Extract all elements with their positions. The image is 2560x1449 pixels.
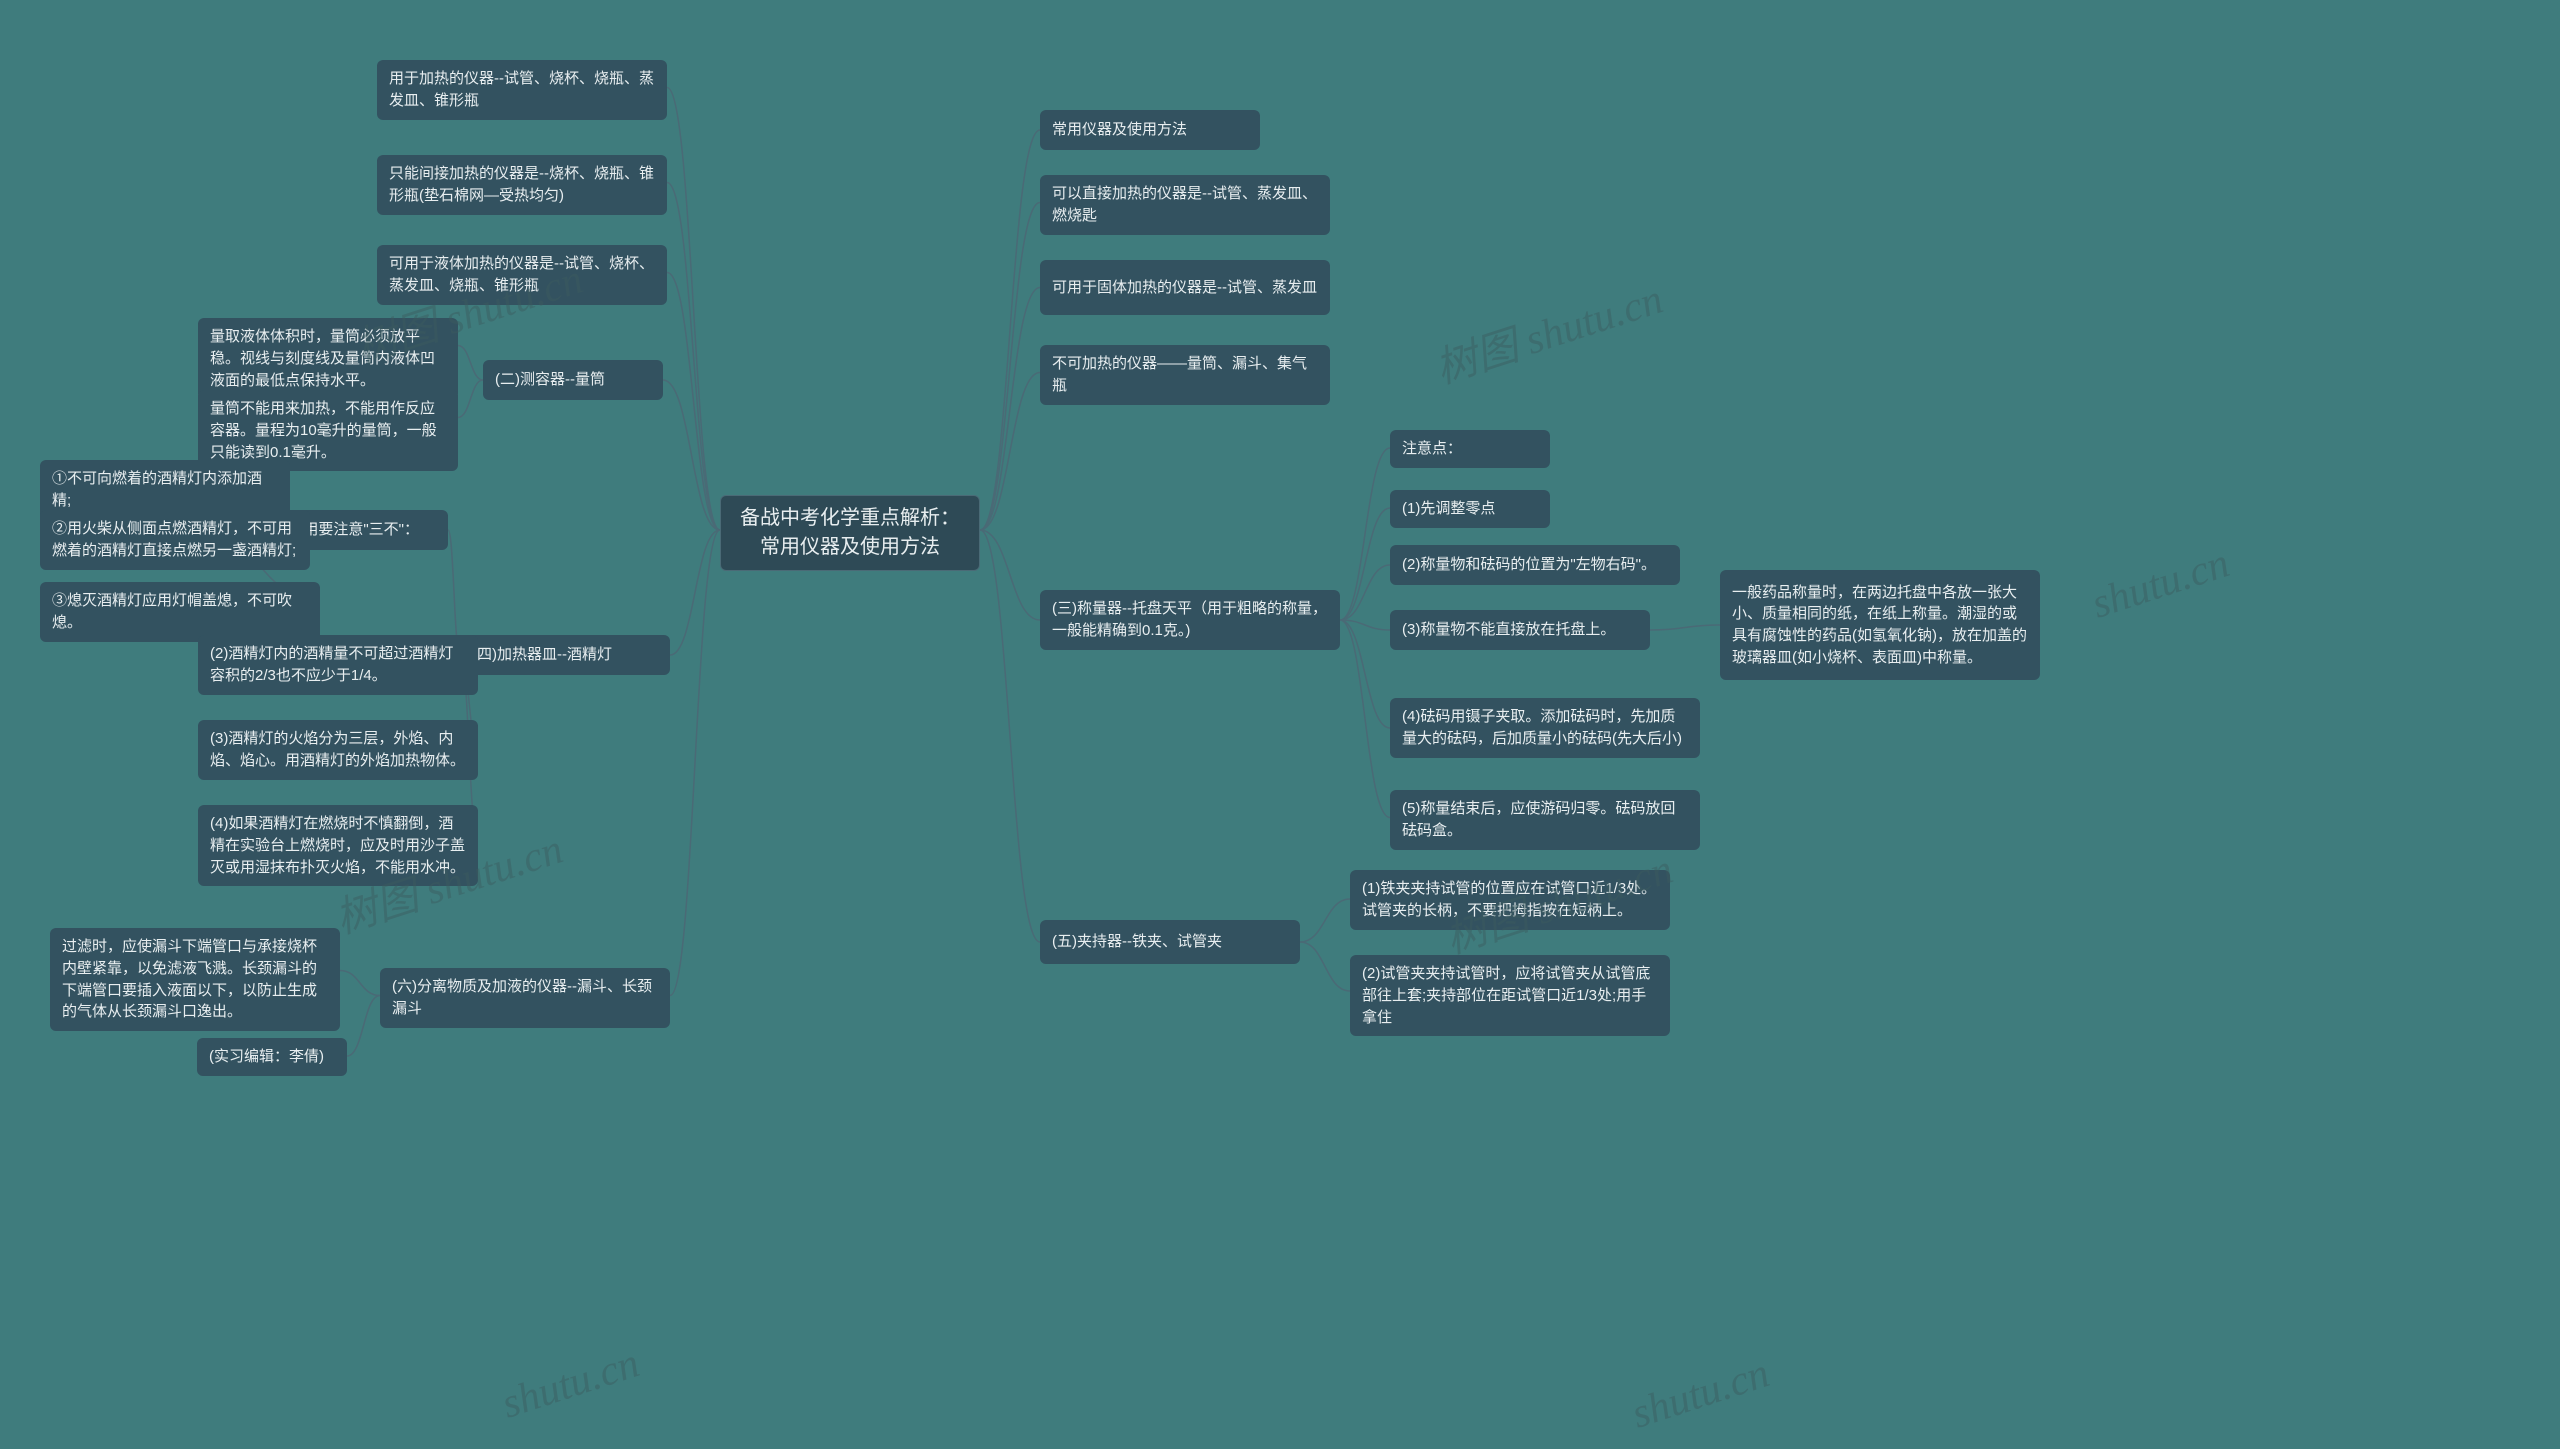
watermark: shutu.cn bbox=[496, 1339, 645, 1428]
mindmap-node[interactable]: (3)酒精灯的火焰分为三层，外焰、内焰、焰心。用酒精灯的外焰加热物体。 bbox=[198, 720, 478, 780]
node-label: (五)夹持器--铁夹、试管夹 bbox=[1052, 931, 1222, 953]
node-label: (5)称量结束后，应使游码归零。砝码放回砝码盒。 bbox=[1402, 798, 1688, 842]
mindmap-node[interactable]: (2)酒精灯内的酒精量不可超过酒精灯容积的2/3也不应少于1/4。 bbox=[198, 635, 478, 695]
node-label: (实习编辑：李倩) bbox=[209, 1046, 324, 1068]
connector bbox=[458, 380, 483, 418]
mindmap-node[interactable]: (2)称量物和砝码的位置为"左物右码"。 bbox=[1390, 545, 1680, 585]
connector bbox=[1340, 508, 1390, 620]
connector bbox=[1340, 620, 1390, 728]
node-label: (六)分离物质及加液的仪器--漏斗、长颈漏斗 bbox=[392, 976, 658, 1020]
mindmap-node[interactable]: (1)先调整零点 bbox=[1390, 490, 1550, 528]
mindmap-node[interactable]: 可用于固体加热的仪器是--试管、蒸发皿 bbox=[1040, 260, 1330, 315]
connector bbox=[980, 530, 1040, 942]
connector bbox=[980, 203, 1040, 531]
node-label: (2)酒精灯内的酒精量不可超过酒精灯容积的2/3也不应少于1/4。 bbox=[210, 643, 466, 687]
connector bbox=[670, 530, 720, 655]
node-label: (二)测容器--量筒 bbox=[495, 369, 605, 391]
node-label: (2)试管夹夹持试管时，应将试管夹从试管底部往上套;夹持部位在距试管口近1/3处… bbox=[1362, 963, 1658, 1028]
mindmap-node[interactable]: 常用仪器及使用方法 bbox=[1040, 110, 1260, 150]
watermark: shutu.cn bbox=[2086, 539, 2235, 628]
connector bbox=[1650, 625, 1720, 630]
node-label: ①不可向燃着的酒精灯内添加酒精; bbox=[52, 468, 278, 512]
node-label: 用于加热的仪器--试管、烧杯、烧瓶、蒸发皿、锥形瓶 bbox=[389, 68, 655, 112]
mindmap-node[interactable]: 只能间接加热的仪器是--烧杯、烧瓶、锥形瓶(垫石棉网—受热均匀) bbox=[377, 155, 667, 215]
connector bbox=[980, 288, 1040, 531]
node-label: 常用仪器及使用方法 bbox=[1052, 119, 1187, 141]
mindmap-node[interactable]: ③熄灭酒精灯应用灯帽盖熄，不可吹熄。 bbox=[40, 582, 320, 642]
connector bbox=[1340, 620, 1390, 818]
node-label: 过滤时，应使漏斗下端管口与承接烧杯内壁紧靠，以免滤液飞溅。长颈漏斗的下端管口要插… bbox=[62, 936, 328, 1023]
node-label: 不可加热的仪器——量筒、漏斗、集气瓶 bbox=[1052, 353, 1318, 397]
node-label: (三)称量器--托盘天平（用于粗略的称量，一般能精确到0.1克。) bbox=[1052, 598, 1328, 642]
mindmap-node[interactable]: 过滤时，应使漏斗下端管口与承接烧杯内壁紧靠，以免滤液飞溅。长颈漏斗的下端管口要插… bbox=[50, 928, 340, 1031]
mindmap-node[interactable]: (实习编辑：李倩) bbox=[197, 1038, 347, 1076]
mindmap-node[interactable]: 不可加热的仪器——量筒、漏斗、集气瓶 bbox=[1040, 345, 1330, 405]
mindmap-node[interactable]: ②用火柴从侧面点燃酒精灯，不可用燃着的酒精灯直接点燃另一盏酒精灯; bbox=[40, 510, 310, 570]
watermark: shutu.cn bbox=[1626, 1349, 1775, 1438]
node-label: 备战中考化学重点解析：常用仪器及使用方法 bbox=[740, 504, 960, 562]
watermark: 树图 shutu.cn bbox=[1436, 835, 1679, 966]
node-label: ③熄灭酒精灯应用灯帽盖熄，不可吹熄。 bbox=[52, 590, 308, 634]
connector bbox=[347, 996, 380, 1057]
connector bbox=[1300, 942, 1350, 991]
connector bbox=[980, 373, 1040, 531]
node-label: 一般药品称量时，在两边托盘中各放一张大小、质量相同的纸，在纸上称量。潮湿的或具有… bbox=[1732, 582, 2028, 669]
connector bbox=[670, 530, 720, 996]
node-label: ②用火柴从侧面点燃酒精灯，不可用燃着的酒精灯直接点燃另一盏酒精灯; bbox=[52, 518, 298, 562]
mindmap-node[interactable]: (3)称量物不能直接放在托盘上。 bbox=[1390, 610, 1650, 650]
mindmap-node[interactable]: 一般药品称量时，在两边托盘中各放一张大小、质量相同的纸，在纸上称量。潮湿的或具有… bbox=[1720, 570, 2040, 680]
mindmap-node[interactable]: 注意点： bbox=[1390, 430, 1550, 468]
connector bbox=[1340, 448, 1390, 620]
mindmap-node[interactable]: (六)分离物质及加液的仪器--漏斗、长颈漏斗 bbox=[380, 968, 670, 1028]
mindmap-node[interactable]: (五)夹持器--铁夹、试管夹 bbox=[1040, 920, 1300, 964]
node-label: (四)加热器皿--酒精灯 bbox=[472, 644, 612, 666]
connector bbox=[1300, 899, 1350, 942]
mindmap-node[interactable]: (四)加热器皿--酒精灯 bbox=[460, 635, 670, 675]
connector bbox=[667, 273, 720, 531]
node-label: 可以直接加热的仪器是--试管、蒸发皿、燃烧匙 bbox=[1052, 183, 1318, 227]
connector bbox=[340, 971, 380, 996]
connector bbox=[1340, 565, 1390, 620]
node-label: (1)先调整零点 bbox=[1402, 498, 1495, 520]
mindmap-node[interactable]: 用于加热的仪器--试管、烧杯、烧瓶、蒸发皿、锥形瓶 bbox=[377, 60, 667, 120]
connector bbox=[980, 130, 1040, 530]
node-label: (3)称量物不能直接放在托盘上。 bbox=[1402, 619, 1615, 641]
node-label: (4)砝码用镊子夹取。添加砝码时，先加质量大的砝码，后加质量小的砝码(先大后小) bbox=[1402, 706, 1688, 750]
connector bbox=[667, 88, 720, 531]
node-label: 可用于固体加热的仪器是--试管、蒸发皿 bbox=[1052, 277, 1317, 299]
node-label: 注意点： bbox=[1402, 438, 1462, 460]
node-label: 只能间接加热的仪器是--烧杯、烧瓶、锥形瓶(垫石棉网—受热均匀) bbox=[389, 163, 655, 207]
connector bbox=[667, 183, 720, 531]
connector bbox=[980, 530, 1040, 620]
mindmap-node[interactable]: (二)测容器--量筒 bbox=[483, 360, 663, 400]
mindmap-node[interactable]: (三)称量器--托盘天平（用于粗略的称量，一般能精确到0.1克。) bbox=[1040, 590, 1340, 650]
node-label: (3)酒精灯的火焰分为三层，外焰、内焰、焰心。用酒精灯的外焰加热物体。 bbox=[210, 728, 466, 772]
connector bbox=[458, 346, 483, 381]
connector bbox=[663, 380, 720, 530]
watermark: 树图 shutu.cn bbox=[1426, 265, 1669, 396]
connector bbox=[1340, 620, 1390, 630]
root-node[interactable]: 备战中考化学重点解析：常用仪器及使用方法 bbox=[720, 495, 980, 571]
mindmap-node[interactable]: (4)砝码用镊子夹取。添加砝码时，先加质量大的砝码，后加质量小的砝码(先大后小) bbox=[1390, 698, 1700, 758]
node-label: 量筒不能用来加热，不能用作反应容器。量程为10毫升的量筒，一般只能读到0.1毫升… bbox=[210, 398, 446, 463]
mindmap-node[interactable]: 可以直接加热的仪器是--试管、蒸发皿、燃烧匙 bbox=[1040, 175, 1330, 235]
mindmap-node[interactable]: (2)试管夹夹持试管时，应将试管夹从试管底部往上套;夹持部位在距试管口近1/3处… bbox=[1350, 955, 1670, 1036]
node-label: (2)称量物和砝码的位置为"左物右码"。 bbox=[1402, 554, 1656, 576]
